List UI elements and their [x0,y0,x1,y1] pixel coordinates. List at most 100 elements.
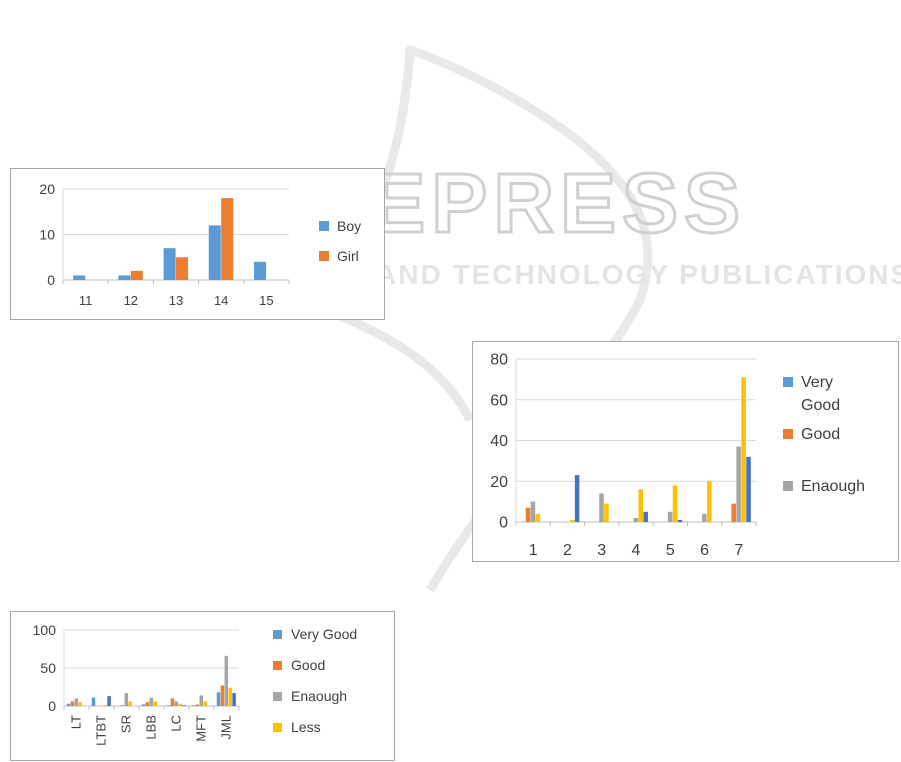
bar [253,261,266,280]
bar [70,701,75,706]
bar [124,693,129,706]
bar [78,702,82,706]
chart-rating-subjects-svg: 0 50 100 LT LTBT SR LBB LC MFT JML Very Good Good En… [33,622,358,746]
bar [145,702,150,706]
bar [677,519,683,522]
bar [707,481,712,522]
bar [232,693,236,706]
x-tick-label: LC [169,715,184,732]
chart-rating-subjects: 0 50 100 LT LTBT SR LBB LC MFT JML Very Good Good En… [10,611,395,761]
bar [731,503,736,522]
legend-swatch [319,251,329,261]
x-tick-label: 15 [259,293,273,308]
chart-age-gender-svg: 0 10 20 11 12 13 14 15 Boy Girl [39,181,361,308]
bar [736,446,741,522]
bar [672,485,678,522]
legend-label: Very Good [291,626,357,642]
bar [203,701,207,706]
bar [176,257,189,280]
bar [746,456,751,522]
bar [73,275,86,280]
legend-swatch [273,661,282,670]
bar [525,507,531,522]
legend-swatch [273,630,282,639]
bar [702,513,707,522]
bar [153,701,157,706]
bar [141,704,146,706]
chart-rating-numbered-svg: 0 20 40 60 80 1 2 3 4 5 6 7 Very Good Good Enaough [490,352,865,559]
x-tick-label: 12 [124,293,138,308]
x-tick-label: 4 [632,542,641,559]
bar [667,511,673,522]
legend-label: Very [801,374,833,391]
y-tick-label: 0 [499,515,508,532]
x-tick-label: 2 [563,542,572,559]
legend-label: Girl [337,248,359,264]
x-tick-label: SR [119,715,134,733]
y-tick-label: 60 [490,392,508,409]
bar [120,705,125,706]
bar [128,701,132,706]
legend-label: Good [291,657,325,673]
x-tick-label: LT [69,715,84,729]
x-tick-label: JML [219,715,234,740]
bar [149,697,154,706]
bar [195,704,200,706]
legend-label: Enaough [291,688,347,704]
bar [604,503,609,522]
bar [107,696,111,706]
legend-swatch [783,429,793,439]
y-tick-label: 0 [47,272,55,288]
bar [228,687,232,706]
bar [182,705,186,706]
x-tick-label: 7 [734,542,743,559]
bar [91,697,96,706]
bar [638,489,644,522]
bar [178,703,182,706]
legend-swatch [783,481,793,491]
y-tick-label: 50 [40,660,56,676]
legend-label: Boy [337,218,361,234]
bar [535,513,541,522]
legend-label: Good [801,397,840,414]
y-tick-label: 40 [490,433,508,450]
y-tick-label: 20 [490,474,508,491]
bar [166,705,171,706]
bar [530,501,536,522]
x-tick-label: 6 [700,542,709,559]
bar [741,377,746,522]
legend-swatch [319,221,329,231]
bar [643,511,648,522]
bar [220,685,225,706]
x-tick-label: 11 [79,293,93,308]
bar [130,270,143,280]
legend-label: Enaough [801,478,865,495]
bar [174,701,179,706]
y-tick-label: 0 [48,698,56,714]
bar [191,705,196,706]
y-tick-label: 20 [39,181,55,197]
chart-age-gender: 0 10 20 11 12 13 14 15 Boy Girl [10,168,385,320]
y-tick-label: 10 [39,226,55,242]
bar [569,519,575,522]
bar [66,703,71,706]
bar [224,655,229,706]
y-tick-label: 80 [490,352,508,369]
bar [574,475,580,522]
x-tick-label: LTBT [94,715,109,746]
bar [221,198,234,280]
legend-swatch [273,723,282,732]
x-tick-label: MFT [194,715,209,742]
bar [74,698,79,706]
bar [118,275,131,280]
legend-label: Less [291,719,321,735]
y-tick-label: 100 [33,622,57,638]
x-tick-label: 13 [169,293,183,308]
bar [633,517,639,522]
bar [216,692,221,706]
x-tick-label: 1 [529,542,538,559]
x-tick-label: 3 [597,542,606,559]
legend-swatch [273,692,282,701]
bar [163,248,176,280]
bar [208,225,221,280]
